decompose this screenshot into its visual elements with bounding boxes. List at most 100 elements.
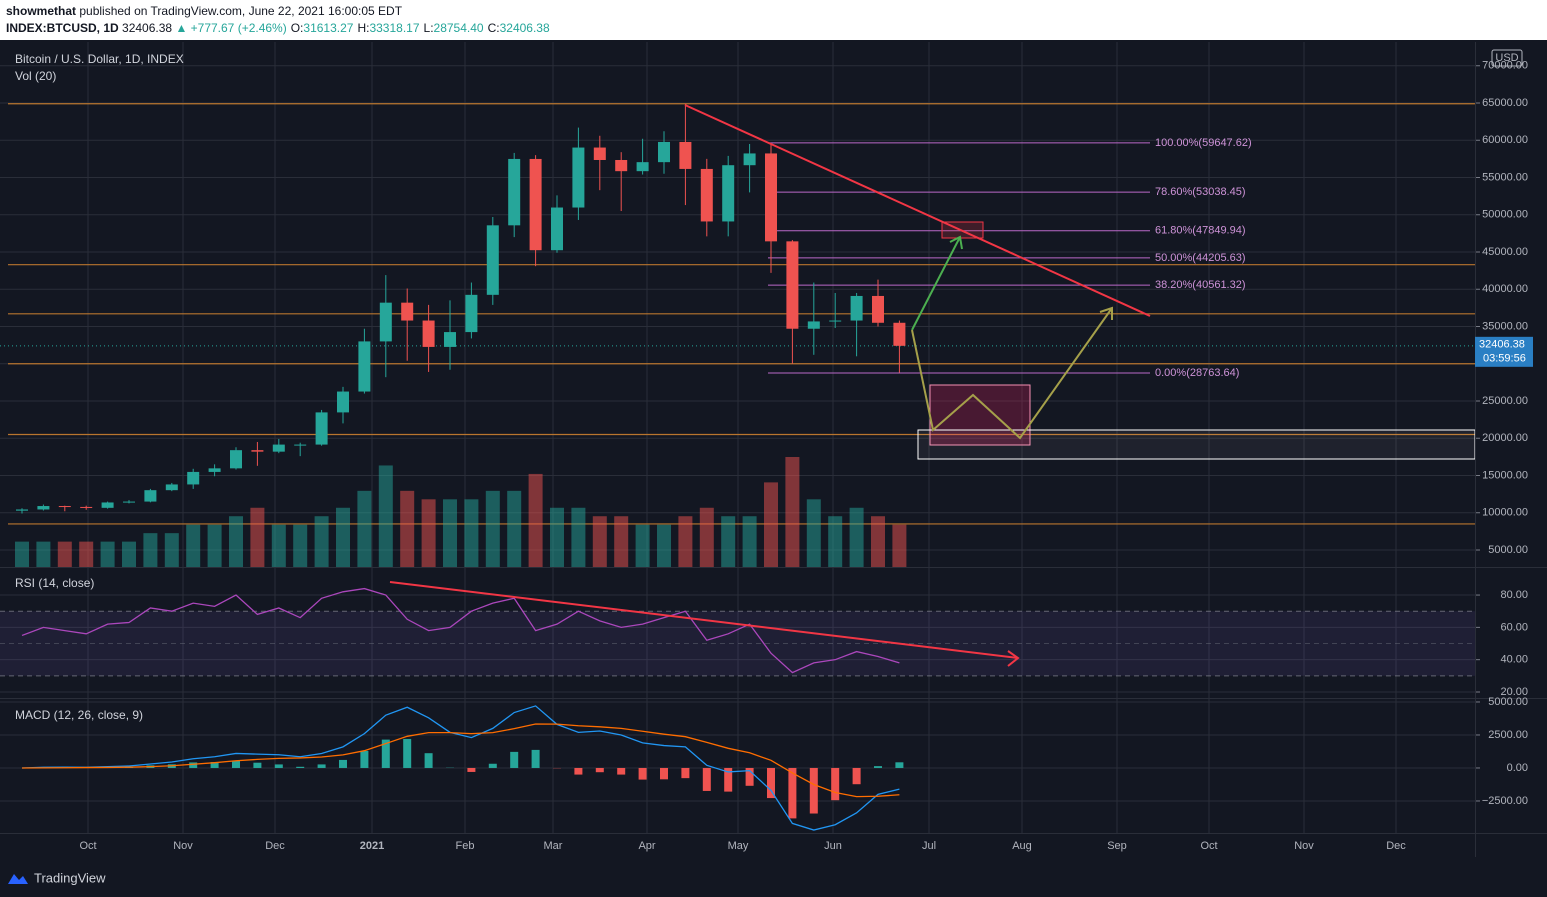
field-value: 28754.40 bbox=[434, 21, 484, 35]
volume-bar bbox=[250, 507, 265, 567]
volume-bar bbox=[742, 516, 757, 567]
y-tick-label: 0.00 bbox=[1507, 762, 1528, 774]
macd-histogram-bar bbox=[189, 762, 198, 768]
rsi-trend-line bbox=[389, 581, 1019, 659]
candle-body bbox=[80, 506, 93, 508]
volume-bar bbox=[314, 516, 329, 567]
volume-bar bbox=[378, 465, 393, 567]
volume-bar bbox=[828, 516, 843, 567]
field-value: 31613.27 bbox=[303, 21, 353, 35]
y-tick-label: 65000.00 bbox=[1482, 97, 1528, 109]
volume-bar bbox=[164, 533, 179, 567]
logo-icon bbox=[8, 874, 28, 884]
volume-bar bbox=[229, 516, 243, 567]
candle-body bbox=[807, 321, 820, 329]
candle-body bbox=[572, 147, 585, 208]
y-tick-label: 60.00 bbox=[1500, 621, 1528, 633]
x-tick-label: Oct bbox=[1200, 840, 1217, 852]
volume-bar bbox=[657, 524, 671, 567]
drawings bbox=[0, 103, 1475, 525]
y-tick-label: 55000.00 bbox=[1482, 171, 1528, 183]
unit: USD bbox=[1495, 52, 1518, 64]
rsi-band bbox=[0, 611, 1475, 676]
volume-bar bbox=[443, 499, 457, 567]
candle-body bbox=[893, 322, 906, 346]
candle-body bbox=[593, 147, 606, 160]
macd-histogram-bar bbox=[617, 767, 626, 775]
y-tick-label: 25000.00 bbox=[1482, 395, 1528, 407]
volume-bar bbox=[528, 473, 543, 567]
volume-bar bbox=[849, 507, 864, 567]
macd-histogram-bar bbox=[424, 753, 433, 768]
macd-histogram-bar bbox=[767, 767, 775, 799]
arrow-head bbox=[1099, 306, 1113, 320]
y-tick-label: −2500.00 bbox=[1482, 795, 1528, 807]
candle-body bbox=[101, 502, 114, 508]
volume-bar bbox=[357, 490, 372, 567]
macd-histogram-bar bbox=[852, 767, 861, 785]
volume-bar bbox=[571, 507, 586, 567]
volume-bar bbox=[464, 499, 479, 567]
volume-bar bbox=[485, 490, 500, 567]
marks bbox=[15, 103, 907, 831]
published: published on TradingView.com, June 22, 2… bbox=[79, 4, 402, 18]
brand: TradingView bbox=[34, 870, 106, 885]
macd-histogram-bar bbox=[488, 763, 497, 768]
macd-histogram-bar bbox=[317, 764, 326, 768]
publish-line: showmethat published on TradingView.com,… bbox=[6, 4, 403, 18]
volume-bar bbox=[207, 524, 222, 567]
volume-bar bbox=[507, 490, 522, 567]
candle-body bbox=[208, 468, 221, 472]
volume-bar bbox=[806, 499, 821, 567]
volume-bar bbox=[186, 524, 201, 567]
x-tick-label: Oct bbox=[79, 840, 96, 852]
candle-body bbox=[700, 168, 713, 222]
macd-line bbox=[21, 705, 900, 831]
candle-body bbox=[722, 165, 735, 222]
change: ▲ +777.67 (+2.46%) bbox=[175, 21, 286, 35]
volume-bar bbox=[785, 457, 800, 567]
candle-body bbox=[444, 332, 456, 347]
field-value: 33318.17 bbox=[369, 21, 419, 35]
volume-title: Vol (20) bbox=[15, 69, 56, 83]
grid bbox=[0, 42, 1480, 833]
signal-line bbox=[21, 723, 900, 798]
header-bar bbox=[0, 0, 1547, 40]
candle-body bbox=[743, 153, 756, 166]
field-name: O: bbox=[291, 21, 304, 35]
volume-bar bbox=[293, 524, 308, 567]
fib-label: 78.60%(53038.45) bbox=[1155, 186, 1246, 198]
volume-bar bbox=[550, 507, 564, 567]
y-tick-label: 5000.00 bbox=[1488, 544, 1528, 556]
volume-bar bbox=[699, 507, 714, 567]
candle-body bbox=[230, 450, 242, 469]
price-tag-value: 32406.38 bbox=[1479, 339, 1525, 351]
field-name: H: bbox=[357, 21, 369, 35]
fib-label: 50.00%(44205.63) bbox=[1155, 252, 1246, 264]
y-tick-label: 50000.00 bbox=[1482, 209, 1528, 221]
x-tick-label: Apr bbox=[638, 840, 655, 852]
volume-bar bbox=[79, 541, 94, 567]
candle-body bbox=[187, 471, 200, 485]
candle-body bbox=[486, 225, 499, 295]
candle-body bbox=[529, 158, 542, 251]
volume-bar bbox=[271, 524, 286, 567]
volume-bar bbox=[421, 499, 436, 567]
x-tick-label: Nov bbox=[173, 840, 193, 852]
macd-histogram-bar bbox=[403, 738, 412, 768]
x-tick-label: Sep bbox=[1107, 840, 1127, 852]
trend-line bbox=[684, 104, 1151, 317]
y-tick-label: 45000.00 bbox=[1482, 246, 1528, 258]
volume-bar bbox=[871, 516, 885, 567]
last-price: 32406.38 bbox=[122, 21, 172, 35]
macd-histogram-bar bbox=[681, 767, 690, 779]
volume-bar bbox=[15, 541, 29, 567]
macd-histogram-bar bbox=[788, 767, 797, 819]
volume-bar bbox=[892, 524, 907, 567]
field-name: C: bbox=[488, 21, 500, 35]
candle-body bbox=[401, 302, 414, 321]
x-tick-label: Dec bbox=[1386, 840, 1406, 852]
price-tag bbox=[1475, 336, 1533, 367]
macd-histogram-bar bbox=[874, 766, 882, 768]
